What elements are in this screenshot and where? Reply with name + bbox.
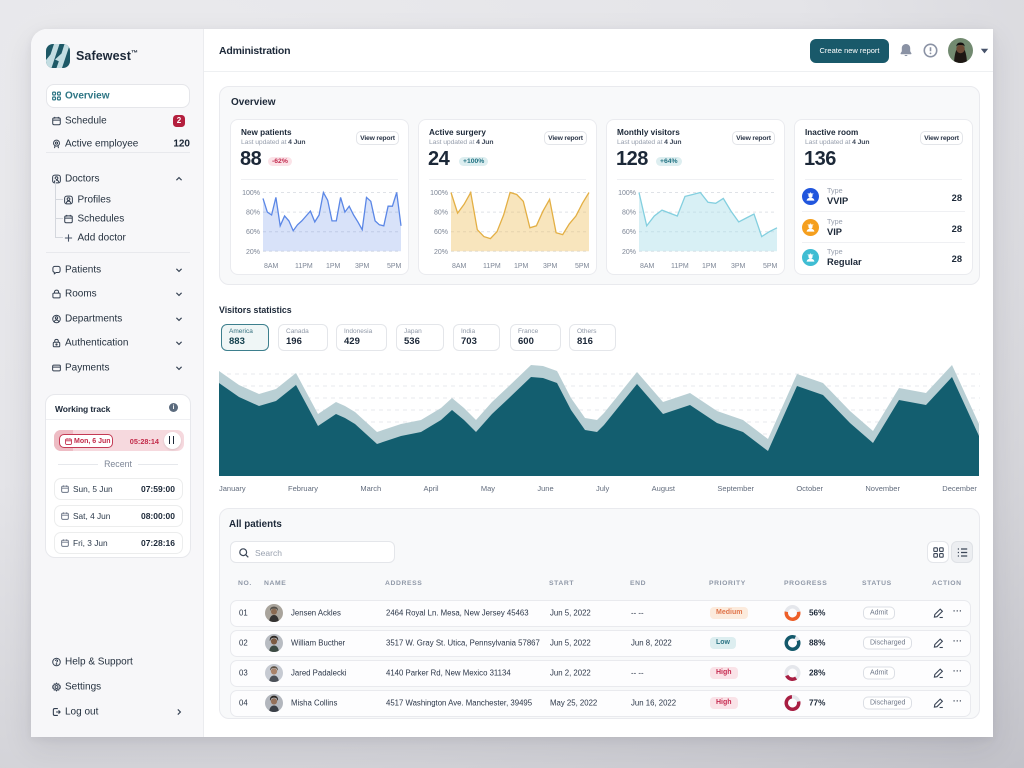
svg-text:3PM: 3PM [355, 263, 370, 270]
svg-text:11PM: 11PM [295, 263, 313, 270]
svg-text:11PM: 11PM [671, 263, 689, 270]
svg-text:80%: 80% [434, 210, 448, 217]
svg-text:80%: 80% [246, 210, 260, 217]
svg-text:80%: 80% [622, 210, 636, 217]
svg-text:11PM: 11PM [483, 263, 501, 270]
svg-text:1PM: 1PM [514, 263, 529, 270]
svg-text:8AM: 8AM [640, 263, 655, 270]
svg-text:60%: 60% [434, 229, 448, 236]
svg-text:20%: 20% [622, 249, 636, 256]
svg-text:60%: 60% [622, 229, 636, 236]
svg-text:5PM: 5PM [387, 263, 402, 270]
svg-text:60%: 60% [246, 229, 260, 236]
svg-text:8AM: 8AM [264, 263, 279, 270]
svg-text:100%: 100% [242, 190, 260, 197]
svg-text:5PM: 5PM [763, 263, 778, 270]
svg-text:3PM: 3PM [731, 263, 746, 270]
svg-text:20%: 20% [246, 249, 260, 256]
svg-text:3PM: 3PM [543, 263, 558, 270]
svg-text:8AM: 8AM [452, 263, 467, 270]
svg-text:5PM: 5PM [575, 263, 590, 270]
svg-text:1PM: 1PM [326, 263, 341, 270]
svg-text:100%: 100% [430, 190, 448, 197]
svg-text:1PM: 1PM [702, 263, 717, 270]
svg-text:100%: 100% [618, 190, 636, 197]
svg-text:20%: 20% [434, 249, 448, 256]
